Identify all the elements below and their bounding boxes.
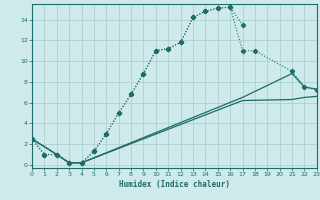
X-axis label: Humidex (Indice chaleur): Humidex (Indice chaleur) <box>119 180 230 189</box>
